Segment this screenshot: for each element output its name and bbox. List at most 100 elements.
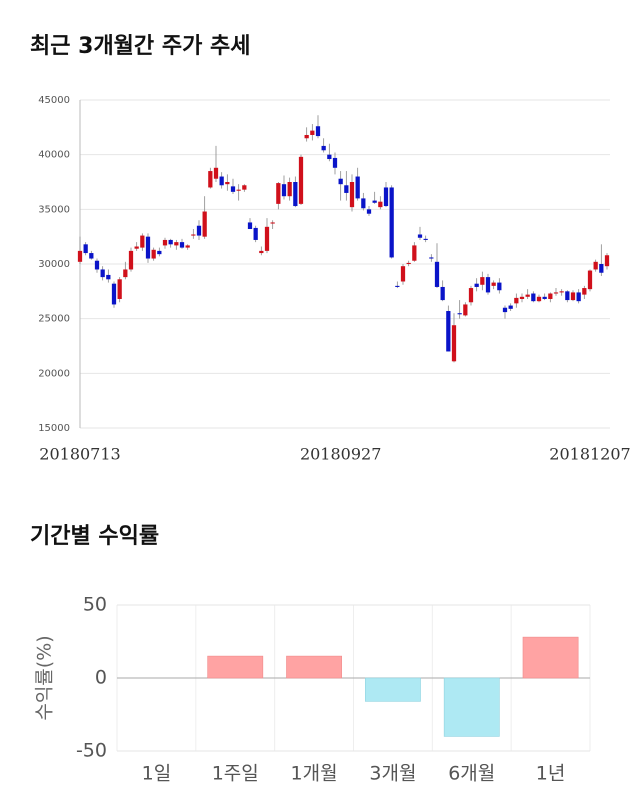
x-tick-label: 1주일 <box>212 763 259 785</box>
x-tick-label: 6개월 <box>448 763 495 785</box>
x-tick-label: 1년 <box>536 763 566 785</box>
candle-body <box>593 261 598 270</box>
x-tick-label: 1개월 <box>291 763 338 785</box>
candle-body <box>502 307 508 313</box>
candle-body <box>553 292 559 294</box>
candle-body <box>468 288 474 303</box>
y-tick-label: 20000 <box>38 368 70 379</box>
candle-body <box>542 296 547 299</box>
candle-body <box>213 167 219 179</box>
candle-body <box>344 185 349 193</box>
candle-body <box>117 279 122 299</box>
candle-body <box>412 245 417 261</box>
candle-body <box>168 239 173 245</box>
bar <box>365 677 421 702</box>
candle-body <box>236 189 241 191</box>
candle-body <box>219 176 224 186</box>
candle-body <box>491 282 496 286</box>
candle-body <box>366 209 372 214</box>
candle-body <box>508 305 513 309</box>
candle-body <box>531 293 536 302</box>
candle-body <box>196 225 202 236</box>
y-axis-label: 수익률(%) <box>34 635 56 720</box>
candle-body <box>94 260 100 270</box>
candle-body <box>157 250 162 255</box>
candle-body <box>372 200 377 203</box>
candle-body <box>253 227 258 240</box>
x-tick-label: 20181207 <box>549 445 630 464</box>
candle-body <box>134 246 139 249</box>
candle-body <box>587 270 593 290</box>
candle-body <box>259 250 264 254</box>
candle-body <box>327 154 332 160</box>
x-tick-label: 20180713 <box>39 445 120 464</box>
candle-body <box>100 269 105 278</box>
candle-body <box>242 185 247 190</box>
candle-body <box>338 178 343 185</box>
candle-body <box>429 257 434 259</box>
candle-body <box>548 293 553 299</box>
candle-body <box>383 187 389 207</box>
candle-body <box>287 182 292 197</box>
candle-body <box>310 130 315 135</box>
candle-body <box>457 313 462 315</box>
bar <box>522 636 579 679</box>
y-tick-label: 35000 <box>38 204 70 215</box>
candle-body <box>604 255 610 267</box>
candle-body <box>361 198 366 209</box>
candle-body <box>151 249 156 259</box>
candle-body <box>145 236 151 259</box>
candle-body <box>451 325 457 362</box>
candle-body <box>395 285 400 287</box>
candle-body <box>400 266 406 282</box>
candle-body <box>276 183 281 204</box>
candle-body <box>514 297 519 304</box>
bar <box>207 655 264 679</box>
candle-body <box>349 182 355 208</box>
candle-body <box>123 269 128 278</box>
candle-body <box>264 226 270 251</box>
candle-body <box>599 264 604 273</box>
candle-body <box>417 234 423 238</box>
candle-body <box>474 283 479 287</box>
candle-body <box>304 134 309 139</box>
candle-body <box>559 291 564 293</box>
x-tick-label: 1일 <box>142 763 172 785</box>
candle-body <box>582 288 587 295</box>
candle-body <box>519 296 525 299</box>
candle-body <box>83 244 88 254</box>
candle-body <box>570 292 576 301</box>
chart-title: 최근 3개월간 주가 추세 <box>30 34 250 59</box>
candle-body <box>162 239 168 246</box>
candle-body <box>293 182 298 207</box>
candle-body <box>389 187 394 258</box>
candle-body <box>179 242 185 248</box>
candle-body <box>298 156 304 204</box>
candle-body <box>434 261 440 287</box>
y-tick-label: 0 <box>95 667 107 689</box>
candle-body <box>321 145 326 151</box>
candle-body <box>225 182 230 185</box>
candle-body <box>355 176 360 199</box>
candle-body <box>463 304 468 316</box>
y-tick-label: 40000 <box>38 150 70 161</box>
candle-body <box>140 235 145 248</box>
candle-body <box>423 238 428 240</box>
candle-body <box>174 242 179 246</box>
candle-body <box>536 296 542 302</box>
candle-body <box>332 157 338 168</box>
y-tick-label: 15000 <box>38 423 70 434</box>
candle-body <box>497 282 502 291</box>
chart-title: 기간별 수익률 <box>30 524 159 549</box>
candle-body <box>77 250 83 262</box>
bar <box>286 655 342 679</box>
x-tick-label: 20180927 <box>300 445 381 464</box>
y-tick-label: -50 <box>76 740 107 762</box>
y-tick-label: 50 <box>83 594 107 616</box>
candle-body <box>270 222 275 224</box>
candle-body <box>406 262 411 264</box>
y-tick-label: 45000 <box>38 95 70 106</box>
candle-body <box>111 283 117 305</box>
candle-body <box>202 211 207 237</box>
